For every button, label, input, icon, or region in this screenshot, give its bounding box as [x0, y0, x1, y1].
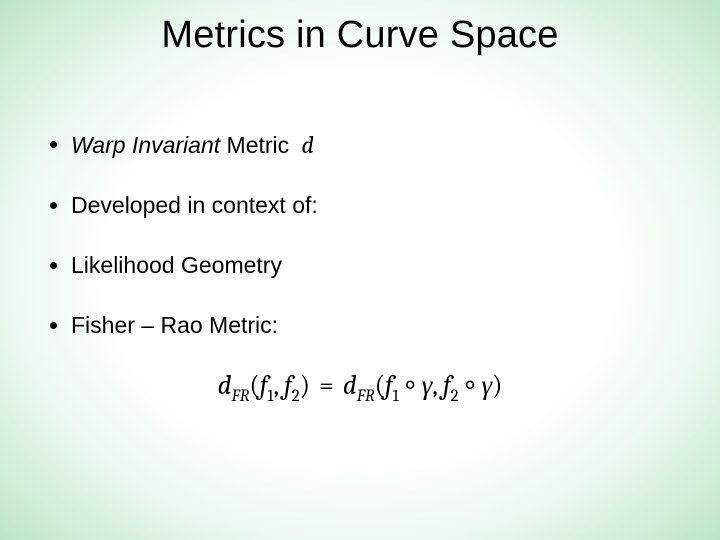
bullet-text: Warp Invariant Metric d — [71, 130, 314, 161]
formula-d: d — [343, 370, 357, 401]
text-segment: Likelihood Geometry — [71, 252, 282, 278]
bullet-text: Likelihood Geometry — [71, 251, 282, 281]
formula-sub-1: 1 — [267, 387, 273, 406]
formula-gamma: γ — [422, 370, 433, 401]
bullet-text: Developed in context of: — [71, 191, 318, 221]
formula-sub-2: 2 — [292, 387, 300, 406]
text-segment: Developed in context of: — [71, 192, 318, 218]
formula-paren: ( — [375, 370, 385, 401]
formula-f: f — [385, 370, 393, 401]
formula-compose: ∘ — [459, 369, 482, 400]
bullet-marker — [50, 262, 57, 269]
text-segment: Warp Invariant — [71, 132, 220, 158]
bullet-item: Fisher – Rao Metric: — [50, 311, 670, 341]
formula-f: f — [284, 370, 292, 401]
bullet-marker — [50, 141, 57, 148]
formula-f: f — [443, 370, 451, 401]
bullet-list: Warp Invariant Metric d Developed in con… — [50, 130, 670, 371]
bullet-marker — [50, 202, 57, 209]
formula-comma: , — [273, 370, 284, 401]
bullet-marker — [50, 322, 57, 329]
formula-sub-fr: FR — [231, 387, 249, 406]
slide: Metrics in Curve Space Warp Invariant Me… — [0, 0, 720, 540]
formula-sub-2: 2 — [451, 387, 459, 406]
formula-sub-fr: FR — [357, 387, 375, 406]
formula-equals: = — [310, 370, 343, 401]
formula-paren: ) — [300, 370, 310, 401]
bullet-item: Developed in context of: — [50, 191, 670, 221]
formula-gamma: γ — [481, 370, 492, 401]
formula-comma: , — [432, 370, 443, 401]
text-segment: Metric — [220, 132, 295, 158]
slide-title: Metrics in Curve Space — [0, 14, 720, 57]
formula-d: d — [218, 370, 232, 401]
text-segment: Fisher – Rao Metric: — [71, 312, 278, 338]
formula-paren: ) — [492, 370, 502, 401]
bullet-text: Fisher – Rao Metric: — [71, 311, 278, 341]
formula-compose: ∘ — [399, 369, 422, 400]
bullet-item: Warp Invariant Metric d — [50, 130, 670, 161]
bullet-item: Likelihood Geometry — [50, 251, 670, 281]
formula-paren: ( — [249, 370, 259, 401]
text-segment: d — [296, 131, 314, 159]
formula: dFR(f1, f2) = dFR(f1∘γ, f2∘γ) — [0, 370, 720, 405]
formula-sub-1: 1 — [393, 387, 399, 406]
